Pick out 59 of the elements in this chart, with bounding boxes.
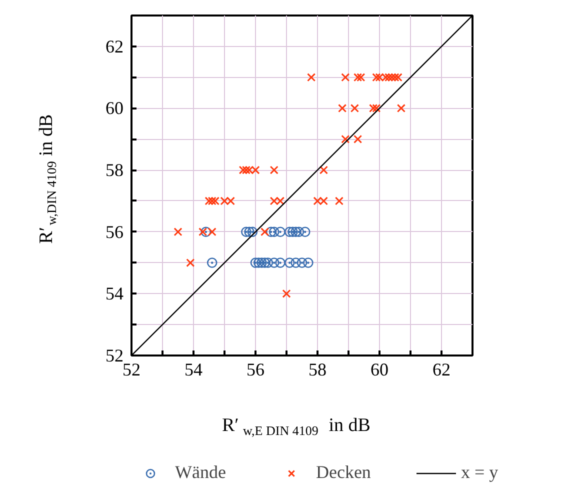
x-tick-label: 62: [432, 360, 450, 380]
point: [319, 166, 328, 174]
x-tick-label: 54: [184, 360, 202, 380]
point: [244, 226, 254, 238]
point: [350, 104, 359, 113]
point: [253, 258, 264, 268]
x-tick-label: 58: [308, 360, 326, 380]
point: [294, 226, 304, 238]
point: [270, 166, 278, 174]
y-tick-label: 56: [106, 222, 124, 242]
point: [186, 258, 195, 268]
point: [369, 104, 378, 113]
point: [300, 226, 310, 238]
point: [334, 196, 344, 206]
point: [247, 226, 258, 238]
point: [296, 258, 308, 268]
point: [174, 228, 182, 236]
point: [266, 226, 276, 238]
point: [290, 258, 301, 268]
point: [372, 104, 381, 113]
point: [268, 226, 280, 238]
point: [284, 258, 295, 268]
x-tick-label: 60: [370, 360, 388, 380]
point: [260, 258, 270, 268]
point: [208, 196, 216, 206]
point: [356, 73, 366, 82]
x-axis-title: R′w,E DIN 4109 in dB: [222, 415, 370, 438]
point: [206, 258, 218, 268]
x-tick-label: 52: [122, 360, 140, 380]
point: [303, 258, 314, 268]
point: [338, 104, 347, 113]
y-tick-label: 60: [106, 98, 124, 118]
point: [354, 134, 362, 144]
x-tick-label: 56: [246, 360, 264, 380]
point: [284, 226, 295, 238]
y-tick-label: 58: [106, 160, 124, 180]
point: [268, 258, 280, 268]
y-tick-label: 54: [106, 284, 124, 304]
legend-label: Decken: [316, 462, 371, 483]
point: [241, 226, 252, 238]
point: [307, 73, 316, 82]
point: [341, 134, 350, 144]
point: [262, 258, 274, 268]
point: [354, 73, 362, 82]
point: [256, 258, 267, 268]
point: [396, 104, 406, 113]
y-tick-label: 52: [106, 346, 124, 366]
point: [288, 226, 298, 238]
y-axis-title: R′w,DIN 4109 in dB: [36, 114, 59, 244]
point: [290, 226, 301, 238]
point: [275, 258, 286, 268]
legend-label: Wände: [175, 462, 226, 483]
point: [341, 73, 350, 82]
legend-label: x = y: [460, 462, 498, 483]
point: [282, 289, 291, 298]
point: [275, 226, 286, 238]
point: [250, 258, 261, 268]
point: [260, 228, 270, 236]
y-tick-label: 62: [106, 36, 124, 56]
